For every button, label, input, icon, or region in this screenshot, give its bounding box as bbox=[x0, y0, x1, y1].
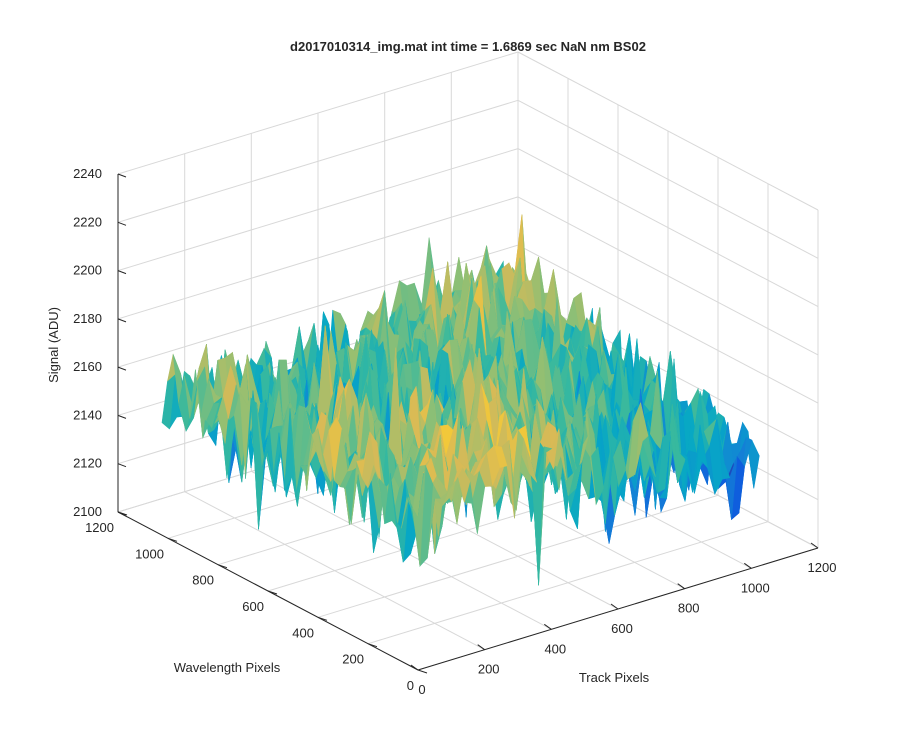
x-tick-label: 1200 bbox=[808, 560, 837, 575]
y-tick-label: 0 bbox=[407, 678, 414, 693]
x-tick-mark bbox=[677, 583, 685, 590]
x-tick-mark bbox=[610, 603, 619, 610]
grid-line bbox=[517, 51, 819, 211]
grid-line bbox=[117, 51, 519, 175]
grid-line bbox=[117, 148, 519, 272]
y-tick-label: 1200 bbox=[85, 520, 114, 535]
y-tick-mark bbox=[367, 643, 378, 648]
z-tick-mark bbox=[117, 463, 127, 468]
x-tick-mark bbox=[477, 644, 485, 651]
y-tick-label: 400 bbox=[292, 625, 314, 640]
grid-line bbox=[517, 99, 819, 259]
grid-line bbox=[117, 196, 519, 320]
x-tick-mark bbox=[544, 623, 552, 630]
y-tick-mark bbox=[217, 564, 228, 569]
x-tick-mark bbox=[410, 664, 419, 671]
y-tick-label: 200 bbox=[342, 652, 364, 667]
y-tick-mark bbox=[417, 669, 428, 674]
y-tick-label: 1000 bbox=[135, 546, 164, 561]
y-tick-label: 800 bbox=[192, 573, 214, 588]
z-tick-mark bbox=[117, 511, 127, 516]
z-tick-mark bbox=[117, 414, 127, 419]
y-tick-label: 600 bbox=[242, 599, 264, 614]
z-tick-mark bbox=[117, 173, 127, 178]
x-tick-mark bbox=[744, 562, 752, 569]
z-tick-label: 2140 bbox=[73, 407, 102, 422]
z-tick-label: 2180 bbox=[73, 311, 102, 326]
grid-line bbox=[117, 99, 519, 223]
x-tick-label: 800 bbox=[678, 601, 700, 616]
x-tick-label: 0 bbox=[418, 682, 425, 697]
x-tick-mark bbox=[810, 542, 819, 549]
grid-line bbox=[517, 244, 819, 404]
z-tick-mark bbox=[117, 221, 127, 226]
surface-patch bbox=[412, 465, 426, 567]
y-tick-mark bbox=[317, 616, 328, 621]
z-tick-label: 2160 bbox=[73, 359, 102, 374]
z-tick-mark bbox=[117, 270, 127, 275]
z-tick-mark bbox=[117, 366, 127, 371]
z-tick-label: 2200 bbox=[73, 263, 102, 278]
chart-title: d2017010314_img.mat int time = 1.6869 se… bbox=[290, 39, 646, 54]
z-tick-label: 2240 bbox=[73, 166, 102, 181]
tick-labels: 0 200 400 600 800 1000 1200 0 200 400 600 800 1000 12… bbox=[73, 166, 836, 697]
x-axis-label: Track Pixels bbox=[579, 670, 650, 685]
y-tick-mark bbox=[267, 590, 278, 595]
z-tick-mark bbox=[117, 318, 127, 323]
y-axis-label: Wavelength Pixels bbox=[174, 660, 281, 675]
grid-line bbox=[317, 494, 719, 618]
grid-line bbox=[117, 244, 519, 368]
z-tick-label: 2100 bbox=[73, 504, 102, 519]
grid-line bbox=[367, 521, 769, 645]
x-tick-label: 600 bbox=[611, 621, 633, 636]
axes bbox=[117, 173, 819, 674]
z-tick-label: 2220 bbox=[73, 214, 102, 229]
z-axis-label: Signal (ADU) bbox=[46, 307, 61, 383]
y-tick-mark bbox=[167, 537, 178, 542]
surface-mesh bbox=[161, 214, 760, 586]
grid-line bbox=[517, 196, 819, 356]
x-tick-label: 1000 bbox=[741, 580, 770, 595]
x-tick-label: 200 bbox=[478, 662, 500, 677]
z-tick-label: 2120 bbox=[73, 456, 102, 471]
x-tick-label: 400 bbox=[544, 641, 566, 656]
grid-line bbox=[517, 148, 819, 308]
